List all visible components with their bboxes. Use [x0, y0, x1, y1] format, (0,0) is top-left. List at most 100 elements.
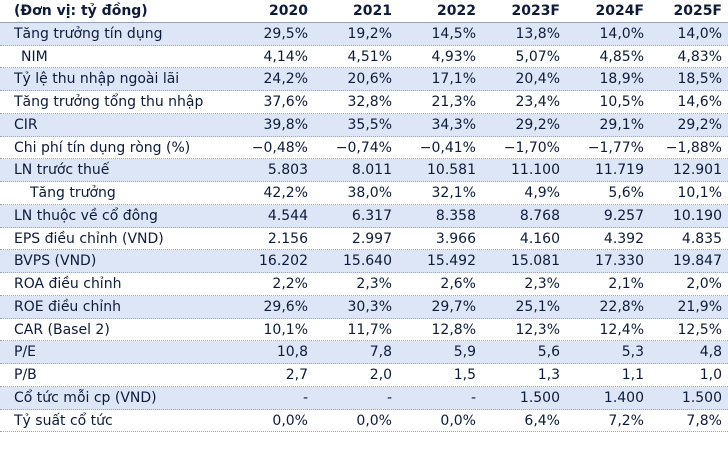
table-cell: 12,8% — [431, 321, 476, 338]
table-cell: 21,9% — [677, 298, 722, 315]
table-cell: 10,1% — [263, 321, 308, 338]
table-cell: 2,0% — [686, 276, 722, 292]
table-cell: 11.100 — [511, 162, 560, 179]
table-cell: 5.803 — [267, 162, 308, 179]
table-cell: 29,1% — [599, 116, 644, 133]
table-row: P/B 2,7 2,0 1,5 1,3 1,1 1,0 — [0, 364, 728, 387]
table-cell: 6,4% — [524, 412, 560, 429]
table-cell: 12,3% — [515, 321, 560, 338]
table-cell: 10,8 — [276, 344, 308, 361]
table-cell: 1.500 — [519, 389, 560, 406]
table-cell: −0,48% — [251, 139, 308, 156]
row-label: Cổ tức mỗi cp (VND) — [14, 389, 157, 406]
row-label: ROA điều chỉnh — [14, 276, 122, 292]
table-cell: 22,8% — [599, 298, 644, 315]
table-cell: 2.156 — [267, 230, 308, 247]
table-cell: −0,41% — [419, 139, 476, 156]
table-cell: 39,8% — [263, 116, 308, 133]
table-cell: 18,5% — [677, 71, 722, 88]
table-cell: 2,7 — [285, 367, 308, 383]
table-row: ROA điều chỉnh 2,2% 2,3% 2,6% 2,3% 2,1% 2,0% — [0, 273, 728, 296]
table-row: Chi phí tín dụng ròng (%) −0,48% −0,74% −0,… — [0, 137, 728, 160]
row-label: BVPS (VND) — [14, 253, 97, 270]
table-cell: 7,2% — [608, 412, 644, 429]
table-cell: - — [302, 389, 308, 406]
table-cell: 18,9% — [599, 71, 644, 88]
table-cell: 4.160 — [519, 230, 560, 247]
table-cell: 17.330 — [595, 253, 644, 270]
table-cell: 7,8 — [369, 344, 392, 361]
row-label: P/B — [14, 367, 37, 383]
table-row: EPS điều chỉnh (VND) 2.156 2.997 3.966 4.160… — [0, 228, 728, 251]
table-cell: 4,14% — [263, 48, 308, 65]
table-cell: 1,3 — [537, 367, 560, 383]
table-cell: 35,5% — [347, 116, 392, 133]
table-cell: −1,77% — [587, 139, 644, 156]
table-cell: 13,8% — [515, 25, 560, 42]
table-cell: 21,3% — [431, 94, 476, 110]
table-cell: −0,74% — [335, 139, 392, 156]
table-cell: 4,85% — [599, 48, 644, 65]
table-cell: 2.997 — [351, 230, 392, 247]
table-cell: 2,3% — [356, 276, 392, 292]
table-cell: 4.544 — [267, 207, 308, 224]
year-header: 2024F — [595, 3, 644, 19]
table-cell: 4,9% — [524, 185, 560, 201]
table-header: (Đơn vị: tỷ đồng) 2020 2021 2022 2023F 2… — [0, 0, 728, 23]
table-cell: 19.847 — [673, 253, 722, 270]
table-cell: 4.392 — [603, 230, 644, 247]
table-cell: 9.257 — [603, 207, 644, 224]
table-cell: 42,2% — [263, 185, 308, 201]
row-label: CAR (Basel 2) — [14, 321, 110, 338]
table-cell: 25,1% — [515, 298, 560, 315]
table-cell: 3.966 — [435, 230, 476, 247]
table-cell: 29,2% — [677, 116, 722, 133]
table-cell: 2,1% — [608, 276, 644, 292]
table-cell: 12.901 — [673, 162, 722, 179]
table-row: NIM 4,14% 4,51% 4,93% 5,07% 4,85% 4,83% — [0, 46, 728, 69]
table-row: Tỷ lệ thu nhập ngoài lãi 24,2% 20,6% 17,1% 2… — [0, 68, 728, 91]
table-cell: 10,5% — [599, 94, 644, 110]
table-cell: 4,8 — [699, 344, 722, 361]
year-header: 2020 — [269, 3, 308, 19]
table-cell: 16.202 — [259, 253, 308, 270]
table-cell: 5,6 — [537, 344, 560, 361]
table-cell: 17,1% — [431, 71, 476, 88]
table-row: BVPS (VND) 16.202 15.640 15.492 15.081 17.330… — [0, 250, 728, 273]
table-cell: 1.500 — [681, 389, 722, 406]
table-cell: 38,0% — [347, 185, 392, 201]
table-cell: 23,4% — [515, 94, 560, 110]
table-cell: 15.081 — [511, 253, 560, 270]
table-row: LN thuộc về cổ đông 4.544 6.317 8.358 8.768 9… — [0, 204, 728, 228]
table-row: Cổ tức mỗi cp (VND) - - - 1.500 1.400 1.500 — [0, 386, 728, 410]
table-cell: 8.011 — [351, 162, 392, 179]
table-cell: 32,8% — [347, 94, 392, 110]
table-row: Tỷ suất cổ tức 0,0% 0,0% 0,0% 6,4% 7,2% 7,8% — [0, 410, 728, 433]
table-row: ROE điều chỉnh 29,6% 30,3% 29,7% 25,1% 22,8% 2… — [0, 295, 728, 319]
table-cell: 12,4% — [599, 321, 644, 338]
row-label: Tỷ lệ thu nhập ngoài lãi — [14, 71, 180, 88]
table-cell: 7,8% — [686, 412, 722, 429]
table-cell: 29,6% — [263, 298, 308, 315]
row-label: LN trước thuế — [14, 162, 110, 179]
table-cell: 29,5% — [263, 25, 308, 42]
year-header: 2022 — [437, 3, 476, 19]
table-cell: 14,6% — [677, 94, 722, 110]
table-cell: 5,07% — [515, 48, 560, 65]
year-header: 2025F — [673, 3, 722, 19]
table-cell: - — [470, 389, 476, 406]
row-label: CIR — [14, 116, 38, 133]
table-cell: 1,5 — [453, 367, 476, 383]
table-cell: −1,70% — [503, 139, 560, 156]
table-cell: 11.719 — [595, 162, 644, 179]
table-cell: 5,3 — [621, 344, 644, 361]
table-cell: 29,7% — [431, 298, 476, 315]
table-cell: 10.190 — [673, 207, 722, 224]
table-cell: 4,93% — [431, 48, 476, 65]
financial-table: (Đơn vị: tỷ đồng) 2020 2021 2022 2023F 2… — [0, 0, 728, 433]
table-cell: 4.835 — [681, 230, 722, 247]
table-cell: 37,6% — [263, 94, 308, 110]
unit-label: (Đơn vị: tỷ đồng) — [14, 3, 148, 19]
table-cell: 8.768 — [519, 207, 560, 224]
table-cell: 15.492 — [427, 253, 476, 270]
